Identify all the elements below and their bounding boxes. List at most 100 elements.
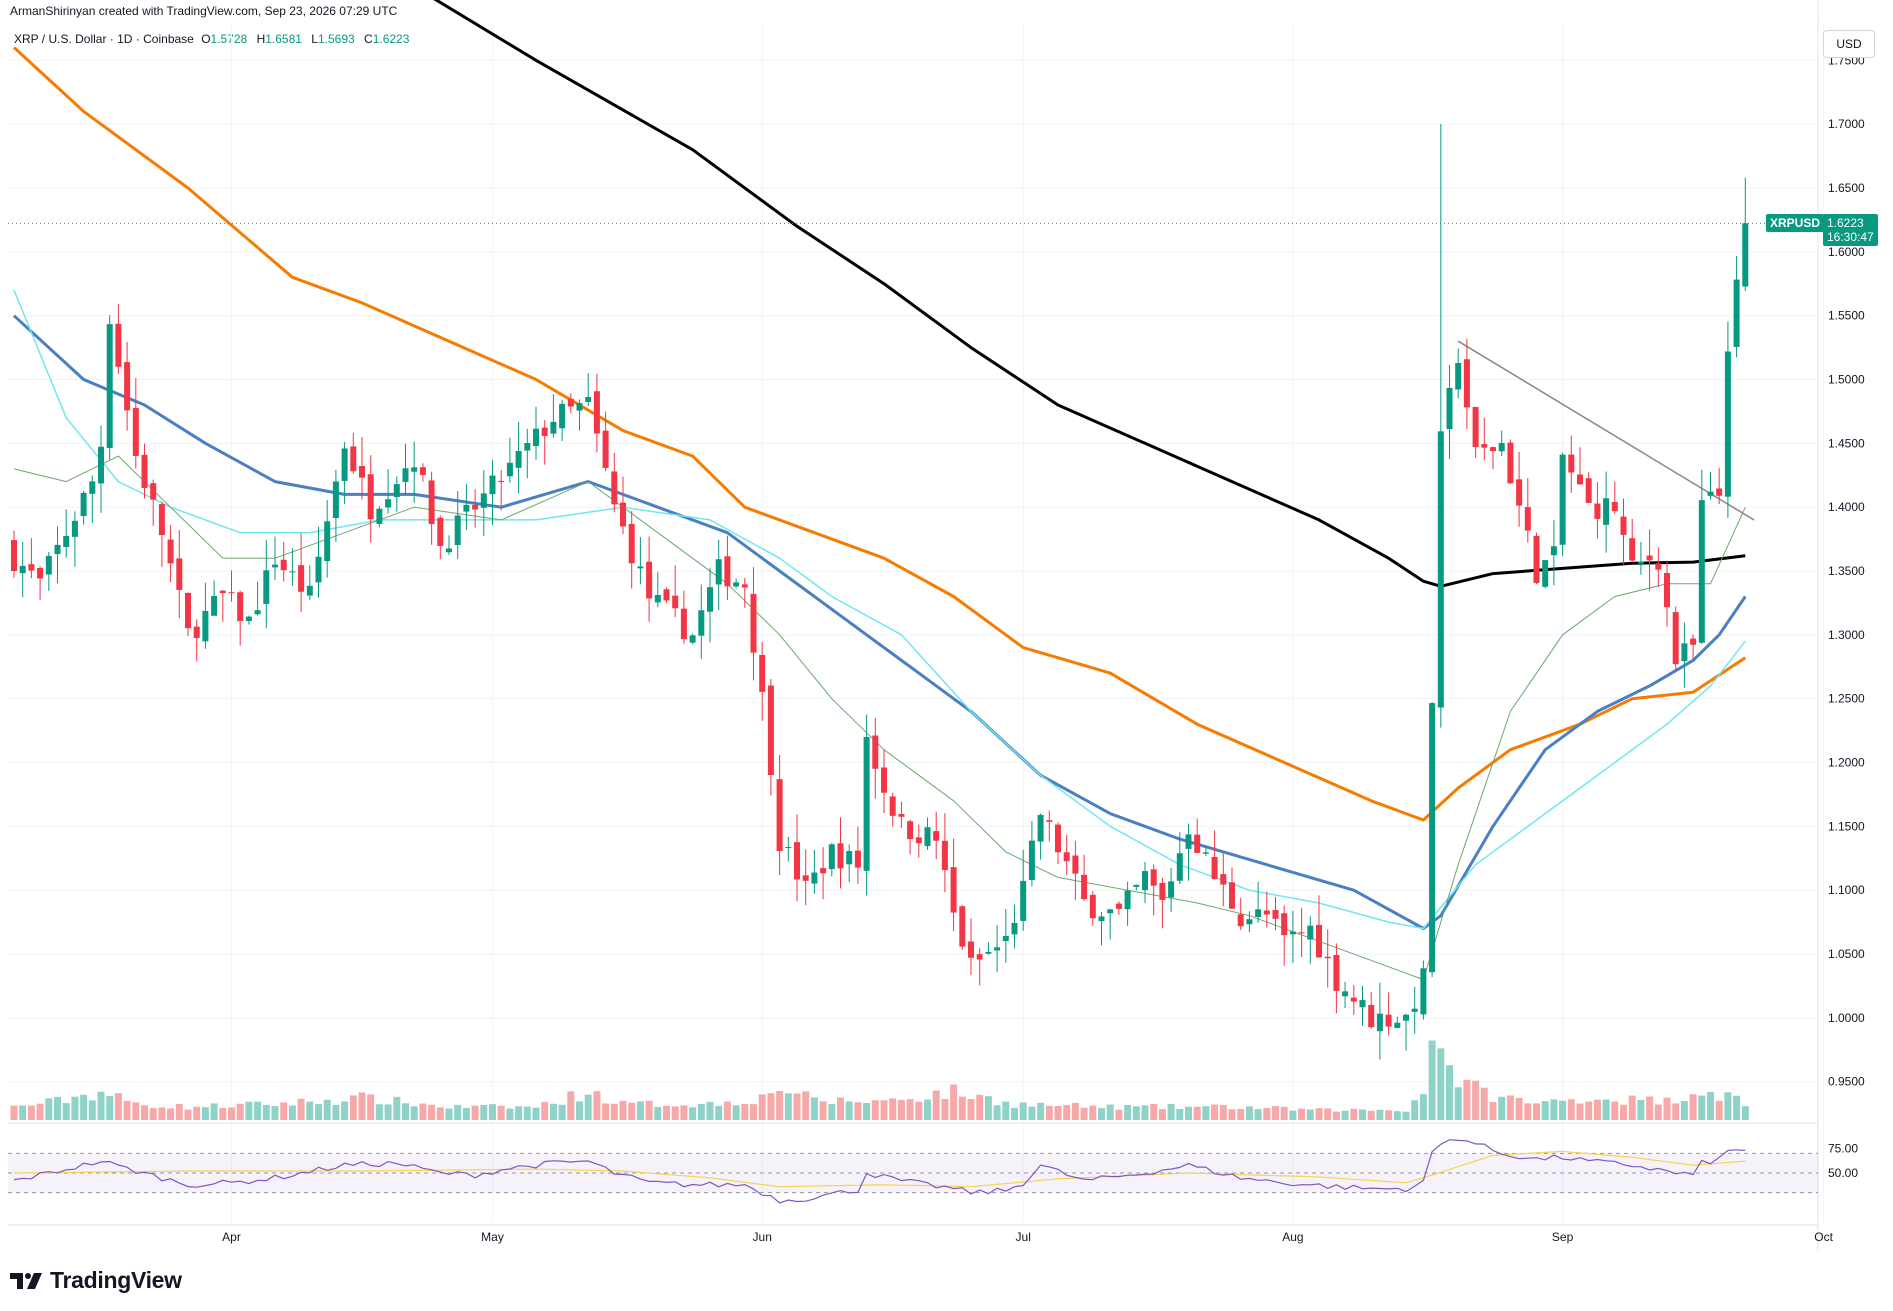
- symbol-line[interactable]: XRP / U.S. Dollar · 1D · Coinbase: [14, 32, 194, 46]
- volume-bar: [1402, 1111, 1410, 1120]
- price-tick-label: 1.2000: [1828, 756, 1865, 770]
- volume-bar: [1219, 1104, 1227, 1120]
- rsi-pane[interactable]: [8, 1139, 1818, 1204]
- candle-body: [1559, 454, 1566, 545]
- volume-bar: [1663, 1097, 1671, 1120]
- candle-body: [985, 951, 992, 954]
- volume-bar: [671, 1106, 679, 1120]
- volume-bar: [1115, 1109, 1123, 1120]
- candle-body: [1098, 916, 1105, 922]
- volume-bar: [924, 1099, 931, 1120]
- brand-name: TradingView: [50, 1267, 182, 1293]
- candle-body: [881, 767, 887, 793]
- candle-body: [576, 403, 583, 411]
- volume-bar: [36, 1103, 44, 1120]
- volume-bar: [1237, 1108, 1245, 1120]
- candle-body: [968, 941, 974, 958]
- candle-body: [1611, 502, 1618, 512]
- volume-bar: [941, 1098, 949, 1120]
- candle-body: [1316, 924, 1322, 958]
- candle-body: [907, 821, 914, 840]
- volume-bar: [445, 1108, 453, 1120]
- volume-bar: [697, 1103, 705, 1120]
- candle-body: [1446, 387, 1453, 430]
- candle-body: [524, 443, 531, 451]
- candle-body: [976, 954, 983, 960]
- volume-bar: [106, 1096, 114, 1120]
- volume-bar: [1228, 1109, 1236, 1120]
- price-tick-label: 1.6500: [1828, 181, 1865, 195]
- candle-body: [1498, 442, 1505, 452]
- volume-bar: [1567, 1099, 1575, 1120]
- candle-body: [1698, 500, 1705, 643]
- candle-body: [1655, 563, 1662, 570]
- tradingview-logo-icon: [10, 1272, 42, 1289]
- volume-bar: [323, 1099, 331, 1120]
- volume-bar: [1480, 1087, 1488, 1120]
- high-value: 1.6581: [265, 32, 302, 46]
- volume-bar: [158, 1107, 166, 1120]
- volume-bar: [436, 1107, 444, 1120]
- candle-body: [324, 521, 331, 562]
- moving-average-line: [12, 46, 1747, 822]
- candle-body: [950, 867, 957, 913]
- candle-body: [298, 565, 305, 592]
- candle-body: [393, 484, 400, 498]
- tradingview-logo[interactable]: TradingView: [10, 1267, 182, 1294]
- candle-body: [1307, 925, 1314, 940]
- candle-body: [1376, 1013, 1383, 1032]
- candle-body: [776, 779, 783, 852]
- candle-body: [1246, 919, 1253, 925]
- volume-bar: [567, 1091, 575, 1120]
- candle-body: [411, 467, 418, 472]
- candle-body: [1742, 223, 1749, 287]
- candle-body: [45, 555, 52, 575]
- candle-body: [150, 483, 157, 500]
- volume-bar: [915, 1101, 923, 1120]
- candle-body: [1107, 909, 1114, 914]
- candle-body: [889, 796, 896, 816]
- candle-body: [541, 427, 548, 436]
- volume-bar: [663, 1105, 670, 1120]
- candle-body: [37, 568, 44, 579]
- candle-body: [750, 593, 757, 653]
- volume-bar: [1393, 1111, 1401, 1120]
- volume-bar: [62, 1103, 70, 1120]
- candle-body: [1089, 894, 1096, 919]
- volume-bar: [375, 1104, 383, 1120]
- symbol-price-tag: XRPUSD: [1766, 214, 1825, 233]
- volume-bar: [636, 1101, 644, 1120]
- volume-bar: [723, 1101, 731, 1120]
- candle-body: [506, 462, 513, 477]
- volume-bar: [71, 1096, 79, 1120]
- volume-bar: [1689, 1094, 1697, 1120]
- candle-body: [1690, 638, 1697, 645]
- volume-bar: [802, 1091, 810, 1120]
- candle-body: [515, 451, 522, 468]
- time-axis[interactable]: Apr May Jun Jul Aug Sep Oct: [222, 1230, 1833, 1244]
- volume-bar: [141, 1105, 148, 1120]
- volume-bar: [349, 1095, 357, 1120]
- candle-body: [463, 504, 470, 512]
- volume-bar: [993, 1105, 1001, 1120]
- candle-body: [1637, 561, 1644, 564]
- candle-body: [1681, 643, 1688, 662]
- candle-body: [1028, 840, 1035, 881]
- volume-bar: [558, 1104, 566, 1120]
- candle-body: [1324, 956, 1331, 959]
- candle-body: [1194, 834, 1201, 853]
- volume-bar: [1350, 1108, 1358, 1120]
- currency-selector[interactable]: USD: [1823, 30, 1875, 58]
- time-tick-label: Jun: [753, 1230, 772, 1244]
- rsi-tick-label: 50.00: [1828, 1166, 1858, 1180]
- volume-bar: [950, 1084, 958, 1120]
- volume-bar: [1698, 1095, 1706, 1120]
- volume-bar: [1680, 1101, 1688, 1120]
- volume-bar: [1150, 1104, 1158, 1120]
- price-tick-label: 1.0500: [1828, 947, 1865, 961]
- volume-bar: [741, 1103, 749, 1120]
- volume-bar: [1124, 1104, 1132, 1120]
- volume-bar: [1724, 1092, 1732, 1120]
- volume-bar: [1011, 1107, 1018, 1120]
